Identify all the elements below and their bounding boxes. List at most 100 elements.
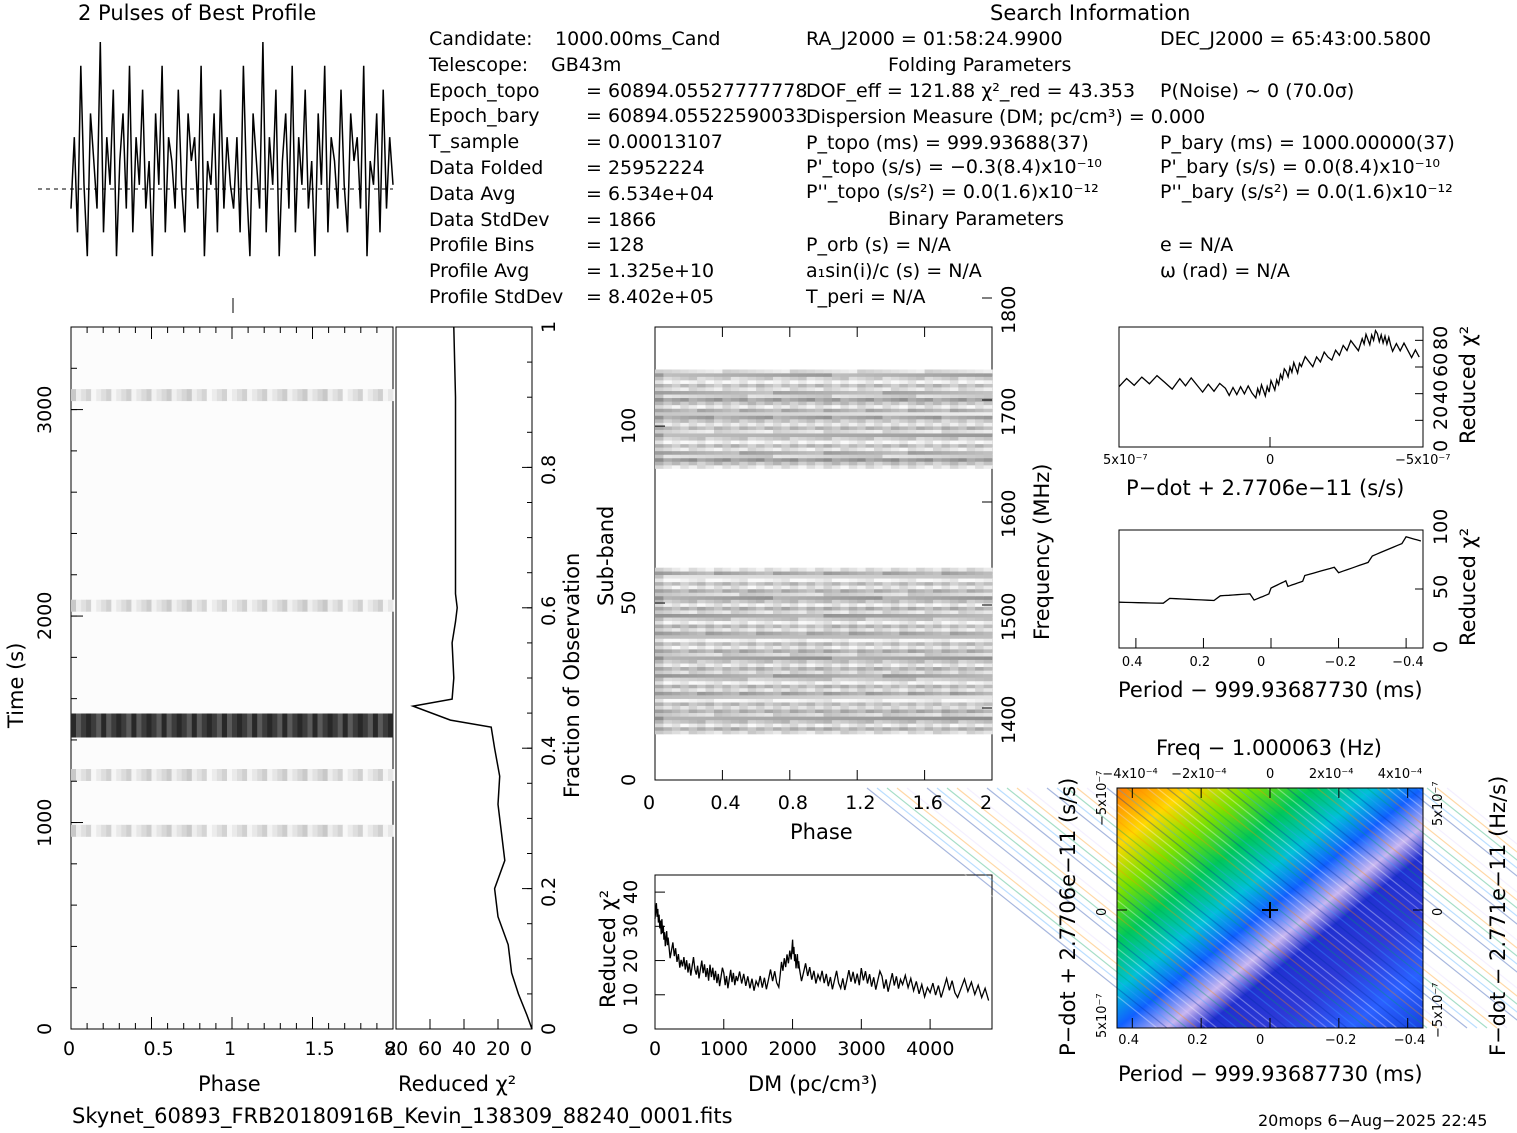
subband-cell <box>730 383 740 388</box>
subband-cell <box>857 606 866 611</box>
subband-cell <box>933 624 942 629</box>
pp-stripe <box>926 787 1228 1029</box>
subband-cell <box>857 387 866 392</box>
subband-cell <box>933 698 942 703</box>
subband-cell <box>705 698 715 703</box>
subband-cell <box>865 695 875 699</box>
subband-cell <box>882 588 892 593</box>
subband-cell <box>958 599 968 604</box>
time-phase-cell <box>332 824 339 837</box>
time-phase-cell <box>267 769 273 781</box>
subband-cell <box>730 567 740 572</box>
subband-cell <box>933 638 942 643</box>
subband-cell <box>663 634 673 639</box>
subband-cell <box>949 401 959 406</box>
time-phase-cell <box>131 769 137 781</box>
subband-cell <box>924 429 934 434</box>
subband-cell <box>747 627 757 632</box>
subband-cell <box>680 638 690 643</box>
subband-cell <box>773 659 782 664</box>
subband-cell <box>823 457 833 462</box>
subband-cell <box>890 457 900 462</box>
subband-cell <box>975 422 984 427</box>
subband-cell <box>890 581 900 586</box>
subband-cell <box>697 691 706 696</box>
subband-cell <box>890 390 900 395</box>
subband-cell <box>874 450 883 455</box>
subband-cell <box>773 373 782 377</box>
subband-cell <box>890 585 900 590</box>
subband-cell <box>874 596 883 600</box>
time-phase-cell <box>141 389 147 402</box>
subband-cell <box>815 401 824 406</box>
subband-cell <box>680 429 690 434</box>
subband-cell <box>890 610 900 614</box>
time-phase-cell <box>252 389 258 402</box>
subband-cell <box>739 419 749 423</box>
subband-cell <box>890 436 900 441</box>
time-phase-cell <box>121 599 127 612</box>
subband-cell <box>933 610 942 614</box>
subband-cell <box>907 429 917 434</box>
subband-cell <box>823 408 833 413</box>
subband-cell <box>815 656 824 660</box>
subband-cell <box>907 401 917 406</box>
subband-cell <box>756 730 765 735</box>
subband-cell <box>865 419 875 423</box>
time-phase-cell <box>322 769 329 781</box>
time-phase-cell <box>267 389 273 402</box>
subband-cell <box>815 645 824 650</box>
subband-cell <box>697 627 706 632</box>
subband-cell <box>781 383 791 388</box>
subband-cell <box>756 617 765 622</box>
subband-cell <box>933 369 942 374</box>
subband-cell <box>890 422 900 427</box>
subband-cell <box>764 642 774 646</box>
subband-cell <box>882 617 892 622</box>
subband-cell <box>705 606 715 611</box>
subband-cell <box>680 454 690 459</box>
subband-cell <box>907 387 917 392</box>
time-phase-cell <box>196 769 203 781</box>
subband-cell <box>857 571 866 576</box>
time-phase-cell <box>332 769 339 781</box>
subband-cell <box>815 404 824 409</box>
subband-cell <box>705 585 715 590</box>
subband-cell <box>705 404 715 409</box>
subband-cell <box>890 447 900 452</box>
subband-cell <box>705 369 715 374</box>
subband-cell <box>933 408 942 413</box>
subband-cell <box>958 652 968 657</box>
subband-cell <box>773 571 782 576</box>
time-phase-cell <box>96 389 102 402</box>
subband-cell <box>949 429 959 434</box>
subband-cell <box>848 620 858 625</box>
subband-cell <box>857 592 866 597</box>
subband-cell <box>806 383 816 388</box>
subband-cell <box>857 705 866 710</box>
subband-cell <box>663 592 673 597</box>
subband-cell <box>924 677 934 682</box>
subband-cell <box>739 652 749 657</box>
chi2-fraction-ytick-label: 0.4 <box>538 735 560 767</box>
subband-cell <box>924 670 934 675</box>
info-label: Candidate: <box>429 28 533 50</box>
subband-cell <box>941 387 951 392</box>
subband-cell <box>730 702 740 706</box>
subband-cell <box>907 730 917 735</box>
subband-cell <box>764 652 774 657</box>
time-phase-cell <box>121 824 127 837</box>
subband-cell <box>831 631 841 636</box>
subband-cell <box>958 422 968 427</box>
subband-cell <box>789 578 799 583</box>
subband-cell <box>781 613 791 618</box>
subband-cell <box>688 691 698 696</box>
subband-cell <box>815 698 824 703</box>
subband-cell <box>781 426 791 430</box>
subband-cell <box>848 571 858 576</box>
subband-cell <box>815 429 824 434</box>
subband-cell <box>739 698 749 703</box>
subband-cell <box>705 719 715 724</box>
subband-cell <box>966 457 976 462</box>
subband-cell <box>966 387 976 392</box>
